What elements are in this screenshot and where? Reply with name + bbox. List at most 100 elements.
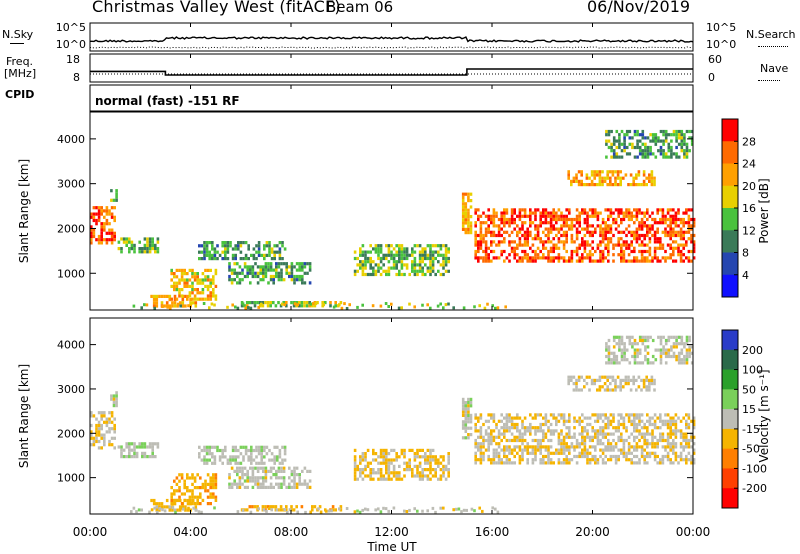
heatmap-cell xyxy=(591,438,594,443)
heatmap-cell xyxy=(205,452,209,456)
heatmap-cell xyxy=(277,262,281,266)
heatmap-cell xyxy=(309,510,312,514)
heatmap-cell xyxy=(682,445,685,449)
heatmap-cell xyxy=(272,505,275,509)
heatmap-cell xyxy=(160,502,164,506)
heatmap-cell xyxy=(117,247,121,251)
heatmap-cell xyxy=(650,183,654,187)
heatmap-cell xyxy=(277,469,281,473)
heatmap-cell xyxy=(503,454,506,459)
heatmap-cell xyxy=(690,240,693,244)
heatmap-cell xyxy=(648,451,652,455)
heatmap-cell xyxy=(199,297,202,301)
heatmap-cell xyxy=(687,438,691,443)
heatmap-cell xyxy=(508,217,511,222)
heatmap-cell xyxy=(461,426,465,430)
heatmap-cell xyxy=(688,129,691,134)
heatmap-cell xyxy=(374,471,378,475)
heatmap-cell xyxy=(648,227,652,231)
heatmap-cell xyxy=(555,211,558,215)
heatmap-cell xyxy=(364,464,367,468)
heatmap-cell xyxy=(672,233,675,238)
heatmap-cell xyxy=(641,133,645,137)
heatmap-cell xyxy=(578,214,581,218)
heatmap-cell xyxy=(646,351,650,355)
heatmap-cell xyxy=(612,338,616,343)
heatmap-cell xyxy=(398,455,401,459)
heatmap-cell xyxy=(601,230,605,234)
heatmap-cell xyxy=(266,301,270,305)
heatmap-cell xyxy=(479,256,483,260)
heatmap-cell xyxy=(565,461,568,465)
heatmap-cell xyxy=(259,485,262,489)
heatmap-cell xyxy=(211,452,214,456)
heatmap-cell xyxy=(482,454,485,459)
heatmap-cell xyxy=(301,274,304,279)
heatmap-cell xyxy=(209,291,212,295)
heatmap-cell xyxy=(205,458,209,462)
heatmap-cell xyxy=(529,445,532,449)
heatmap-cell xyxy=(497,432,501,436)
heatmap-cell xyxy=(661,246,665,250)
heatmap-cell xyxy=(236,271,239,275)
heatmap-cell xyxy=(492,214,496,218)
heatmap-cell xyxy=(408,302,411,306)
heatmap-cell xyxy=(638,221,641,225)
heatmap-cell xyxy=(547,419,550,423)
heatmap-cell xyxy=(120,445,123,449)
nave-tick-top: 60 xyxy=(708,53,722,66)
heatmap-cell xyxy=(397,306,401,310)
heatmap-cell xyxy=(523,208,527,212)
heatmap-cell xyxy=(113,436,116,440)
heatmap-cell xyxy=(653,237,657,241)
heatmap-cell xyxy=(303,466,307,470)
heatmap-cell xyxy=(467,426,470,430)
heatmap-cell xyxy=(413,269,417,273)
heatmap-cell xyxy=(503,249,506,254)
colorbar-segment xyxy=(722,369,738,390)
heatmap-cell xyxy=(170,498,173,502)
heatmap-cell xyxy=(612,448,615,452)
heatmap-cell xyxy=(562,445,566,449)
heatmap-cell xyxy=(275,473,278,477)
heatmap-cell xyxy=(618,342,621,346)
heatmap-cell xyxy=(175,498,179,502)
heatmap-cell xyxy=(490,259,493,263)
freq-tick-top: 18 xyxy=(66,53,80,66)
heatmap-cell xyxy=(288,485,291,489)
heatmap-cell xyxy=(612,432,615,436)
heatmap-cell xyxy=(474,233,477,238)
heatmap-cell xyxy=(557,451,561,455)
heatmap-cell xyxy=(247,455,250,459)
heatmap-cell xyxy=(418,474,422,478)
heatmap-cell xyxy=(662,139,665,143)
heatmap-cell xyxy=(143,442,147,446)
heatmap-cell xyxy=(577,179,581,183)
heatmap-cell xyxy=(392,260,396,264)
heatmap-cell xyxy=(669,243,672,247)
heatmap-cell xyxy=(534,454,537,459)
heatmap-cell xyxy=(183,278,186,282)
heatmap-cell xyxy=(254,274,257,279)
heatmap-cell xyxy=(356,269,359,273)
heatmap-cell xyxy=(612,419,615,423)
heatmap-cell xyxy=(591,208,594,212)
heatmap-cell xyxy=(209,502,212,506)
heatmap-cell xyxy=(625,451,628,455)
heatmap-cell xyxy=(196,502,199,506)
heatmap-cell xyxy=(516,233,519,238)
heatmap-cell xyxy=(413,464,417,468)
heatmap-cell xyxy=(385,471,388,475)
heatmap-cell xyxy=(588,451,592,455)
heatmap-cell xyxy=(464,202,468,206)
heatmap-cell xyxy=(490,458,493,462)
heatmap-cell xyxy=(196,278,199,282)
heatmap-cell xyxy=(183,272,186,276)
heatmap-cell xyxy=(643,214,646,218)
heatmap-cell xyxy=(641,129,645,134)
heatmap-cell xyxy=(90,443,93,447)
heatmap-cell xyxy=(605,345,608,349)
heatmap-cell xyxy=(682,221,685,225)
heatmap-cell xyxy=(633,214,636,218)
heatmap-cell xyxy=(594,435,597,439)
